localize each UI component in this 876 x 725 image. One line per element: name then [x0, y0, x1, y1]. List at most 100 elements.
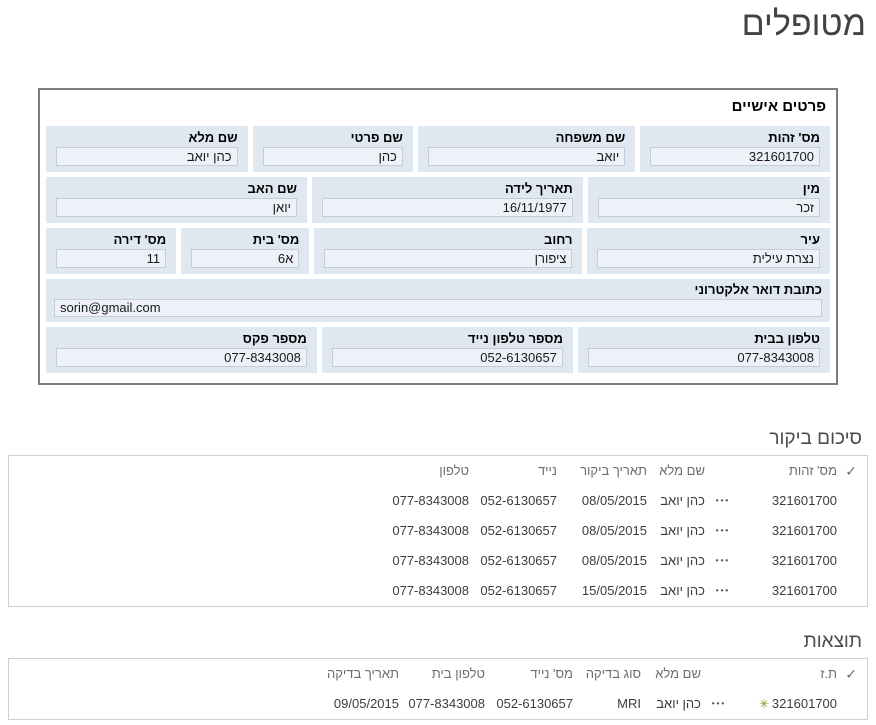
form-row-email: כתובת דואר אלקטרוני sorin@gmail.com [46, 279, 830, 322]
column-header-mobile[interactable]: מס' נייד [530, 666, 573, 681]
field-first-name: שם פרטי כהן [252, 126, 413, 172]
column-header-mobile[interactable]: נייד [537, 463, 557, 478]
family-name-input[interactable]: יואב [427, 147, 626, 166]
cell-mobile: 052-6130657 [480, 553, 557, 568]
full-name-label: שם מלא [188, 130, 238, 145]
column-header-full-name[interactable]: שם מלא [659, 463, 705, 478]
visit-summary-table: ✓ מס' זהות שם מלא תאריך ביקור נייד טלפון… [8, 455, 868, 607]
mobile-phone-input[interactable]: 052-6130657 [331, 348, 563, 367]
id-number-label: מס' זהות [768, 130, 820, 145]
form-title: פרטים אישיים [731, 98, 826, 115]
column-header-visit-date[interactable]: תאריך ביקור [580, 463, 647, 478]
cell-phone: 077-8343008 [392, 493, 469, 508]
column-header-id-number[interactable]: מס' זהות [788, 463, 837, 478]
personal-details-form: פרטים אישיים מס' זהות 321601700 שם משפחה… [38, 88, 838, 385]
column-header-id-number[interactable]: ת.ז [820, 666, 837, 681]
house-number-input[interactable]: 6א [191, 249, 300, 268]
field-apartment-number: מס' דירה 11 [46, 228, 177, 274]
ellipsis-menu-icon[interactable]: ••• [715, 586, 731, 595]
column-header-test-date[interactable]: תאריך בדיקה [326, 666, 399, 681]
id-number-input[interactable]: 321601700 [650, 147, 820, 166]
field-id-number: מס' זהות 321601700 [640, 126, 830, 172]
form-row-phones: טלפון בבית 077-8343008 מספר טלפון נייד 0… [46, 327, 830, 373]
visit-table-row[interactable]: 321601700 ••• כהן יואב 08/05/2015 052-61… [9, 516, 867, 546]
cell-full-name: כהן יואב [660, 523, 705, 538]
field-house-number: מס' בית 6א [181, 228, 310, 274]
form-row-address: עיר נצרת עילית רחוב ציפורן מס' בית 6א מס… [46, 228, 830, 274]
fax-input[interactable]: 077-8343008 [56, 348, 307, 367]
family-name-label: שם משפחה [555, 130, 626, 145]
email-label: כתובת דואר אלקטרוני [694, 282, 822, 297]
birth-date-input[interactable]: 16/11/1977 [321, 198, 573, 217]
gender-label: מין [802, 181, 820, 196]
cell-visit-date: 15/05/2015 [581, 583, 647, 598]
cell-id-number: 321601700 [771, 523, 837, 538]
ellipsis-menu-icon[interactable]: ••• [715, 556, 731, 565]
full-name-input[interactable]: כהן יואב [56, 147, 238, 166]
visit-summary-header-row: ✓ מס' זהות שם מלא תאריך ביקור נייד טלפון [9, 456, 867, 486]
column-header-test-type[interactable]: סוג בדיקה [585, 666, 641, 681]
city-label: עיר [800, 232, 820, 247]
cell-mobile: 052-6130657 [496, 696, 573, 711]
cell-visit-date: 08/05/2015 [581, 553, 647, 568]
form-row-names: מס' זהות 321601700 שם משפחה יואב שם פרטי… [46, 126, 830, 172]
results-header-row: ✓ ת.ז שם מלא סוג בדיקה מס' נייד טלפון בי… [9, 659, 867, 689]
home-phone-label: טלפון בבית [754, 331, 820, 346]
new-item-icon: ✳ [758, 697, 769, 711]
field-gender: מין זכר [587, 177, 830, 223]
page-title: מטופלים [741, 5, 866, 43]
cell-phone: 077-8343008 [392, 553, 469, 568]
form-row-birth: מין זכר תאריך לידה 16/11/1977 שם האב יוא… [46, 177, 830, 223]
ellipsis-menu-icon[interactable]: ••• [711, 699, 727, 708]
field-street: רחוב ציפורן [314, 228, 583, 274]
select-all-checkmark-icon[interactable]: ✓ [845, 463, 857, 479]
field-city: עיר נצרת עילית [587, 228, 830, 274]
cell-home-phone: 077-8343008 [408, 696, 485, 711]
gender-input[interactable]: זכר [597, 198, 820, 217]
cell-full-name: כהן יואב [660, 583, 705, 598]
cell-visit-date: 08/05/2015 [581, 523, 647, 538]
results-title: תוצאות [803, 631, 862, 652]
fax-label: מספר פקס [242, 331, 307, 346]
father-name-label: שם האב [247, 181, 297, 196]
apartment-number-label: מס' דירה [113, 232, 167, 247]
ellipsis-menu-icon[interactable]: ••• [715, 526, 731, 535]
visit-summary-title: סיכום ביקור [769, 428, 862, 449]
field-fax: מספר פקס 077-8343008 [46, 327, 317, 373]
results-table: ✓ ת.ז שם מלא סוג בדיקה מס' נייד טלפון בי… [8, 658, 868, 720]
street-input[interactable]: ציפורן [324, 249, 573, 268]
cell-test-type: MRI [617, 696, 641, 711]
column-header-full-name[interactable]: שם מלא [655, 666, 701, 681]
cell-id-number: 321601700 [771, 583, 837, 598]
field-family-name: שם משפחה יואב [417, 126, 636, 172]
field-email: כתובת דואר אלקטרוני sorin@gmail.com [46, 279, 830, 322]
city-input[interactable]: נצרת עילית [597, 249, 820, 268]
house-number-label: מס' בית [252, 232, 300, 247]
home-phone-input[interactable]: 077-8343008 [587, 348, 820, 367]
cell-mobile: 052-6130657 [480, 523, 557, 538]
cell-id-number: 321601700✳ [737, 689, 837, 719]
street-label: רחוב [544, 232, 573, 247]
ellipsis-menu-icon[interactable]: ••• [715, 496, 731, 505]
mobile-phone-label: מספר טלפון נייד [467, 331, 563, 346]
visit-table-row[interactable]: 321601700 ••• כהן יואב 15/05/2015 052-61… [9, 576, 867, 606]
cell-visit-date: 08/05/2015 [581, 493, 647, 508]
cell-mobile: 052-6130657 [480, 493, 557, 508]
field-birth-date: תאריך לידה 16/11/1977 [311, 177, 583, 223]
visit-table-row[interactable]: 321601700 ••• כהן יואב 08/05/2015 052-61… [9, 486, 867, 516]
email-input[interactable]: sorin@gmail.com [54, 299, 822, 317]
field-full-name: שם מלא כהן יואב [46, 126, 248, 172]
cell-test-date: 09/05/2015 [333, 696, 399, 711]
apartment-number-input[interactable]: 11 [56, 249, 167, 268]
cell-phone: 077-8343008 [392, 523, 469, 538]
father-name-input[interactable]: יואן [56, 198, 297, 217]
cell-id-number: 321601700 [771, 493, 837, 508]
results-table-row[interactable]: 321601700✳ ••• כהן יואב MRI 052-6130657 … [9, 689, 867, 719]
select-all-checkmark-icon[interactable]: ✓ [845, 666, 857, 682]
column-header-phone[interactable]: טלפון [439, 463, 469, 478]
visit-table-row[interactable]: 321601700 ••• כהן יואב 08/05/2015 052-61… [9, 546, 867, 576]
field-mobile-phone: מספר טלפון נייד 052-6130657 [321, 327, 573, 373]
column-header-home-phone[interactable]: טלפון בית [431, 666, 485, 681]
first-name-input[interactable]: כהן [262, 147, 403, 166]
cell-phone: 077-8343008 [392, 583, 469, 598]
